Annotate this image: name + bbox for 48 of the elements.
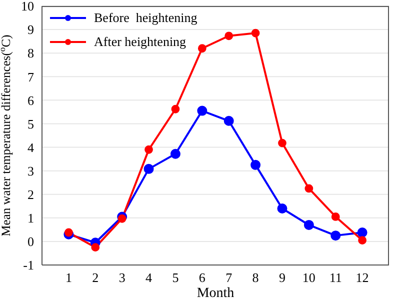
point	[144, 164, 154, 174]
y-tick-label: 4	[28, 140, 34, 155]
x-tick-label: 5	[172, 270, 179, 286]
point	[118, 214, 126, 223]
point	[331, 212, 340, 221]
y-tick-label: 10	[21, 0, 34, 14]
legend-label: After heightening	[94, 34, 186, 50]
point	[197, 106, 208, 116]
y-tick-label: 6	[28, 92, 34, 108]
point	[64, 228, 73, 237]
x-tick-label: 8	[252, 270, 259, 286]
y-tick-label: 7	[28, 69, 34, 84]
x-tick-label: 4	[146, 270, 153, 286]
point	[278, 138, 286, 148]
point	[224, 32, 234, 40]
point	[330, 230, 341, 241]
y-tick-label: 5	[28, 116, 34, 132]
x-tick-label: 9	[278, 270, 286, 286]
x-tick-label: 11	[329, 270, 342, 286]
point	[304, 220, 314, 230]
point	[357, 228, 368, 238]
point	[224, 116, 234, 126]
x-tick-label: 12	[356, 270, 369, 286]
point	[304, 184, 314, 193]
y-tick-label: 0	[28, 234, 34, 250]
x-tick-label: 2	[92, 270, 99, 286]
point	[198, 44, 206, 53]
x-tick-label: 10	[302, 270, 316, 286]
y-tick-label: 8	[28, 46, 34, 61]
y-tick-label: 9	[28, 22, 34, 38]
y-tick-label: 3	[28, 163, 34, 178]
point	[170, 148, 180, 159]
x-tick-label: 6	[198, 270, 206, 286]
point	[358, 236, 367, 244]
x-axis-title: Month	[196, 286, 234, 301]
point	[91, 243, 100, 252]
x-tick-label: 3	[118, 270, 126, 286]
y-tick-label: 2	[28, 186, 34, 202]
legend-label: Before heightening	[94, 10, 198, 26]
point	[251, 28, 260, 38]
y-tick-label: 1	[28, 210, 34, 226]
x-tick-label: 7	[226, 270, 233, 286]
point	[171, 104, 180, 114]
y-tick-label: -1	[23, 258, 34, 273]
x-tick-label: 1	[65, 270, 72, 286]
point	[277, 203, 288, 214]
point	[144, 145, 153, 154]
point	[250, 160, 261, 170]
